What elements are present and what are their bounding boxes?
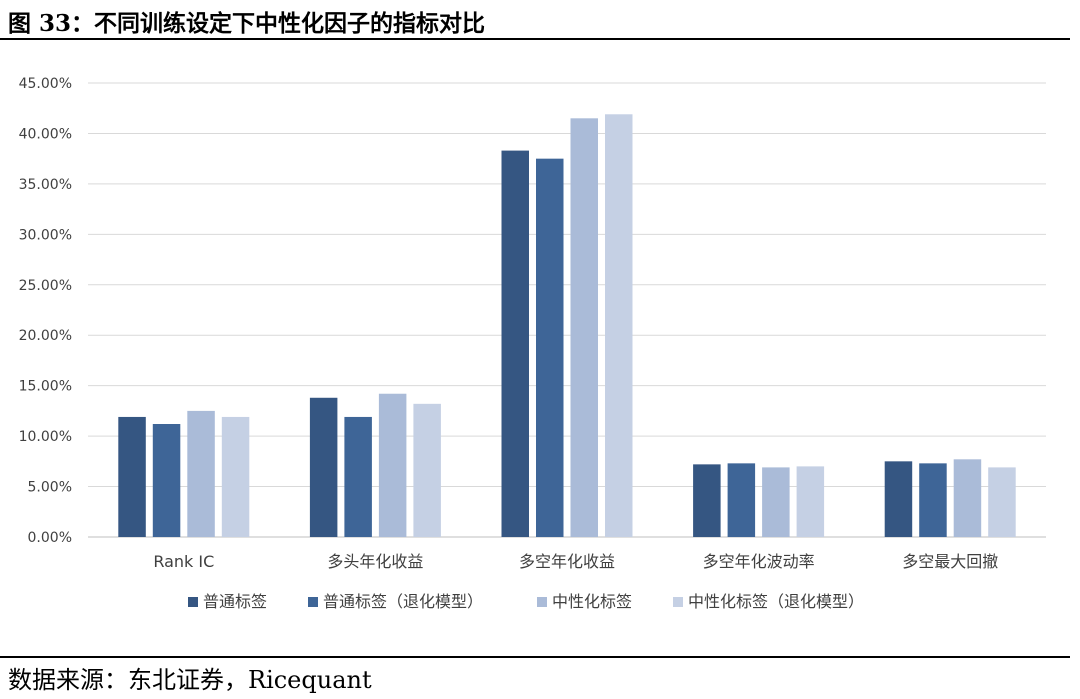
x-category-label: 多头年化收益 — [327, 552, 423, 571]
bar — [884, 461, 913, 537]
legend-swatch — [673, 597, 683, 607]
bar — [536, 158, 564, 537]
legend-swatch — [537, 597, 547, 607]
figure-title: 图 33：不同训练设定下中性化因子的指标对比 — [8, 10, 486, 37]
y-tick-label: 40.00% — [19, 126, 72, 142]
bar — [501, 150, 529, 537]
bar — [796, 466, 825, 537]
y-axis-ticks: 0.00% 5.00% 10.00% 15.00% 20.00% 25.00% 30.00%… — [19, 76, 72, 546]
title-rule — [0, 38, 1070, 40]
x-category-label: 多空最大回撤 — [902, 552, 998, 571]
bar — [953, 459, 982, 537]
legend-swatch — [188, 597, 198, 607]
legend-label: 中性化标签（退化模型） — [688, 592, 864, 611]
bar — [413, 403, 441, 537]
legend-label: 中性化标签 — [552, 592, 632, 611]
legend: 普通标签 普通标签（退化模型） 中性化标签 中性化标签（退化模型） — [188, 592, 864, 611]
x-category-label: 多空年化波动率 — [703, 552, 815, 571]
bar — [118, 416, 146, 537]
legend-label: 普通标签（退化模型） — [323, 592, 483, 611]
y-tick-label: 25.00% — [19, 278, 72, 294]
bar — [309, 397, 338, 537]
y-tick-label: 20.00% — [19, 328, 72, 344]
bar — [570, 118, 598, 538]
bar — [605, 114, 633, 537]
x-axis-labels: Rank IC 多头年化收益 多空年化收益 多空年化波动率 多空最大回撤 — [153, 552, 998, 571]
bar — [919, 463, 947, 537]
y-tick-label: 10.00% — [19, 429, 72, 445]
y-tick-label: 0.00% — [28, 530, 72, 546]
bar — [762, 467, 790, 537]
legend-swatch — [308, 597, 318, 607]
x-category-label: 多空年化收益 — [519, 552, 615, 571]
legend-label: 普通标签 — [203, 592, 267, 611]
y-tick-label: 5.00% — [28, 480, 72, 496]
bar — [378, 393, 407, 537]
bar — [727, 463, 756, 537]
bar — [344, 416, 372, 537]
bar — [693, 464, 721, 537]
x-category-label: Rank IC — [153, 552, 214, 571]
y-tick-label: 30.00% — [19, 227, 72, 243]
y-tick-label: 45.00% — [19, 76, 72, 92]
bar — [187, 410, 215, 537]
bar — [988, 467, 1016, 537]
y-tick-label: 15.00% — [19, 379, 72, 395]
bars — [118, 114, 1016, 538]
source-rule — [0, 656, 1070, 658]
source-note: 数据来源：东北证券，Ricequant — [8, 666, 372, 694]
bar-chart: 0.00% 5.00% 10.00% 15.00% 20.00% 25.00% 30.00%… — [19, 76, 1046, 611]
y-tick-label: 35.00% — [19, 177, 72, 193]
bar — [221, 416, 250, 537]
bar — [152, 424, 181, 537]
